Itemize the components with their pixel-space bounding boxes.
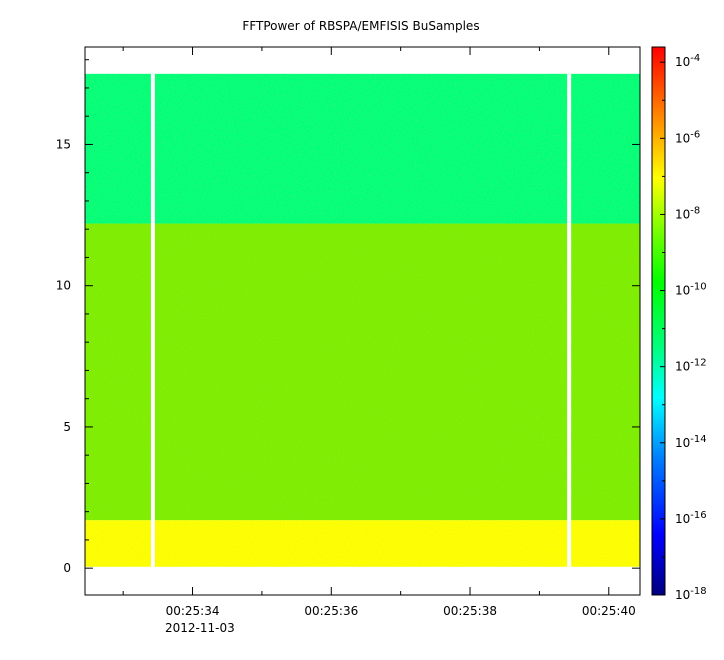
- x-tick-label-1: 00:25:36: [304, 604, 358, 618]
- x-date-label: 2012-11-03: [165, 621, 235, 635]
- chart-title: FFTPower of RBSPA/EMFISIS BuSamples: [242, 19, 479, 33]
- x-tick-label-3: 00:25:40: [582, 604, 636, 618]
- y-axis: 0 5 10 15: [56, 59, 640, 575]
- plot-area: [85, 73, 640, 567]
- data-gap-0: [150, 73, 155, 567]
- colorbar: 10-4 10-6 10-8 10-10 10-12 10-14 10-16 10-18: [651, 46, 707, 602]
- plot-frame: [84, 46, 641, 596]
- colorbar-tick-label-3: 10-10: [675, 282, 707, 298]
- x-tick-label-2: 00:25:38: [443, 604, 497, 618]
- spectrogram-band-texture-0: [85, 520, 640, 567]
- colorbar-frame: [651, 46, 666, 596]
- colorbar-tick-label-7: 10-18: [675, 586, 707, 602]
- spectrogram-band-texture-2: [85, 73, 640, 224]
- colorbar-tick-label-5: 10-14: [675, 434, 707, 450]
- y-tick-label-2: 10: [56, 279, 71, 293]
- y-tick-label-3: 15: [56, 137, 71, 151]
- colorbar-tick-label-1: 10-6: [675, 129, 700, 145]
- colorbar-tick-label-4: 10-12: [675, 358, 707, 374]
- data-gap-1: [567, 73, 572, 567]
- spectrogram-band-texture-1: [85, 223, 640, 521]
- x-axis: 00:25:34 00:25:36 00:25:38 00:25:40: [122, 47, 636, 618]
- colorbar-tick-label-2: 10-8: [675, 205, 700, 221]
- y-tick-label-1: 5: [63, 420, 71, 434]
- colorbar-tick-label-6: 10-16: [675, 510, 707, 526]
- colorbar-gradient: [652, 47, 665, 595]
- colorbar-ticks: 10-4 10-6 10-8 10-10 10-12 10-14 10-16 10-18: [660, 53, 707, 602]
- y-tick-label-0: 0: [63, 561, 71, 575]
- x-tick-label-0: 00:25:34: [166, 604, 220, 618]
- colorbar-tick-label-0: 10-4: [675, 53, 700, 69]
